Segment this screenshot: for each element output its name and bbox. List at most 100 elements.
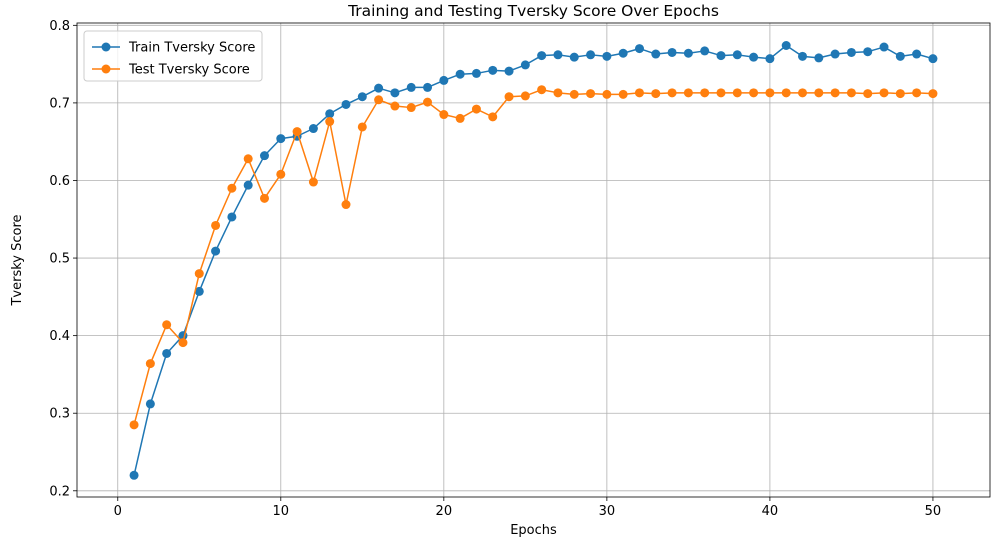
data-point xyxy=(520,60,530,70)
data-point xyxy=(912,49,922,59)
data-point xyxy=(488,65,498,75)
data-point xyxy=(846,88,856,98)
data-point xyxy=(700,88,710,98)
data-point xyxy=(292,127,302,137)
data-point xyxy=(439,110,449,120)
y-tick-label: 0.6 xyxy=(49,174,70,189)
data-point xyxy=(732,50,742,60)
data-point xyxy=(732,88,742,98)
x-tick-label: 50 xyxy=(925,504,942,519)
y-tick-label: 0.7 xyxy=(49,96,70,111)
data-point xyxy=(667,88,677,98)
data-point xyxy=(634,44,644,54)
data-point xyxy=(798,88,808,98)
x-axis-label: Epochs xyxy=(510,523,557,538)
data-point xyxy=(749,88,759,98)
data-point xyxy=(129,420,139,430)
data-point xyxy=(439,75,449,85)
data-point xyxy=(471,104,481,114)
data-point xyxy=(846,47,856,57)
data-point xyxy=(879,42,889,52)
x-tick-label: 0 xyxy=(114,504,122,519)
data-point xyxy=(211,220,221,230)
data-point xyxy=(634,88,644,98)
legend-box xyxy=(83,30,263,82)
data-point xyxy=(308,124,318,134)
legend-label: Test Tversky Score xyxy=(128,63,250,78)
data-point xyxy=(488,112,498,122)
data-point xyxy=(243,154,253,164)
data-point xyxy=(602,51,612,61)
data-point xyxy=(227,212,237,222)
data-point xyxy=(406,103,416,113)
chart-title: Training and Testing Tversky Score Over … xyxy=(347,2,719,20)
data-point xyxy=(683,88,693,98)
data-point xyxy=(716,51,726,61)
y-tick-label: 0.3 xyxy=(49,407,70,422)
data-point xyxy=(537,85,547,95)
data-point xyxy=(129,470,139,480)
data-point xyxy=(406,82,416,92)
data-point xyxy=(618,89,628,99)
data-point xyxy=(683,48,693,58)
ticks: 0 10 20 30 40 50 0.2 0.3 0.4 0.5 0.6 0.7 0.8 xyxy=(49,19,941,519)
data-point xyxy=(162,320,172,330)
data-point xyxy=(504,92,514,102)
data-point xyxy=(276,169,286,179)
data-point xyxy=(781,88,791,98)
data-point xyxy=(553,50,563,60)
y-tick-label: 0.2 xyxy=(49,484,70,499)
data-point xyxy=(259,151,269,161)
data-point xyxy=(912,88,922,98)
data-point xyxy=(569,89,579,99)
data-point xyxy=(928,54,938,64)
data-point xyxy=(651,49,661,59)
data-point xyxy=(765,54,775,64)
data-point xyxy=(504,66,514,76)
data-point xyxy=(390,101,400,111)
y-tick-label: 0.4 xyxy=(49,329,70,344)
plot-area-frame xyxy=(76,22,991,498)
data-point xyxy=(341,99,351,109)
data-point xyxy=(423,97,433,107)
data-point xyxy=(520,91,530,101)
data-point xyxy=(667,47,677,57)
data-point xyxy=(471,68,481,78)
data-point xyxy=(928,89,938,99)
x-tick-label: 20 xyxy=(436,504,453,519)
series-layer xyxy=(129,40,938,480)
data-point xyxy=(390,88,400,98)
x-tick-label: 30 xyxy=(599,504,616,519)
data-point xyxy=(863,89,873,99)
legend-swatch-marker xyxy=(101,42,111,52)
data-point xyxy=(259,193,269,203)
grid xyxy=(77,23,990,497)
data-point xyxy=(586,50,596,60)
data-point xyxy=(569,52,579,62)
data-point xyxy=(243,180,253,190)
data-point xyxy=(194,269,204,279)
data-point xyxy=(895,51,905,61)
series-train xyxy=(129,40,938,480)
y-tick-label: 0.5 xyxy=(49,252,70,267)
data-point xyxy=(276,134,286,144)
x-tick-label: 10 xyxy=(273,504,290,519)
data-point xyxy=(700,46,710,56)
data-point xyxy=(325,117,335,127)
x-tick-label: 40 xyxy=(762,504,779,519)
data-point xyxy=(798,51,808,61)
data-point xyxy=(618,48,628,58)
legend-swatch-marker xyxy=(101,64,111,74)
y-axis-label: Tversky Score xyxy=(10,214,25,306)
data-point xyxy=(357,122,367,132)
data-point xyxy=(178,338,188,348)
data-point xyxy=(211,246,221,256)
data-point xyxy=(814,53,824,63)
data-point xyxy=(325,109,335,119)
legend-item: Train Tversky Score xyxy=(92,41,255,56)
data-point xyxy=(830,88,840,98)
data-point xyxy=(423,82,433,92)
series-test xyxy=(129,85,938,430)
